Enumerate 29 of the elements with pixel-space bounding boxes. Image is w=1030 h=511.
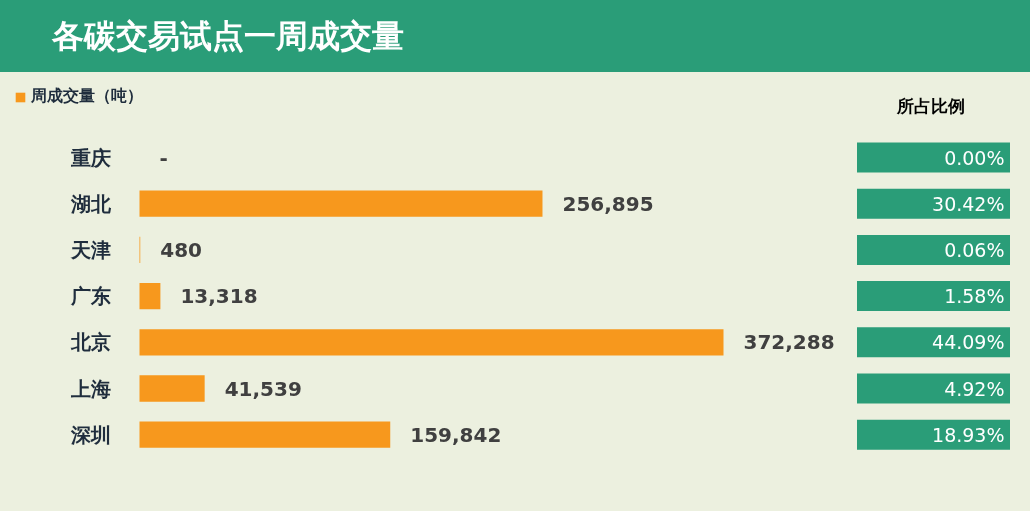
text: 4.92% (944, 377, 1005, 400)
data-label: 256,895 (562, 191, 654, 216)
text: 18.93% (932, 423, 1005, 446)
bar (139, 421, 391, 448)
y-tick-label: 广东 (69, 284, 111, 309)
y-tick-label: 北京 (69, 330, 111, 355)
data-label: 480 (160, 237, 202, 262)
bar (139, 329, 724, 356)
y-tick-label: 深圳 (69, 422, 111, 447)
y-tick-label: 上海 (69, 376, 111, 401)
text: 0.00% (944, 146, 1005, 169)
data-label: 159,842 (410, 422, 502, 447)
data-label: - (159, 145, 168, 170)
chart-title: 各碳交易试点一周成交量 (0, 0, 1030, 72)
y-tick-label: 天津 (69, 237, 111, 262)
text: 所占比例 (895, 95, 965, 116)
data-label: 372,288 (743, 330, 835, 355)
text: 0.06% (944, 238, 1005, 261)
data-label: 13,318 (180, 284, 258, 309)
text: 44.09% (932, 331, 1005, 354)
legend-label: 周成交量（吨） (31, 86, 143, 107)
text: 1.58% (944, 285, 1005, 308)
bar (139, 190, 543, 217)
text: 30.42% (932, 192, 1005, 215)
bar (139, 375, 205, 402)
data-label: 41,539 (224, 376, 302, 401)
y-tick-label: 重庆 (69, 145, 111, 170)
bar (139, 282, 161, 310)
y-tick-label: 湖北 (69, 191, 112, 216)
